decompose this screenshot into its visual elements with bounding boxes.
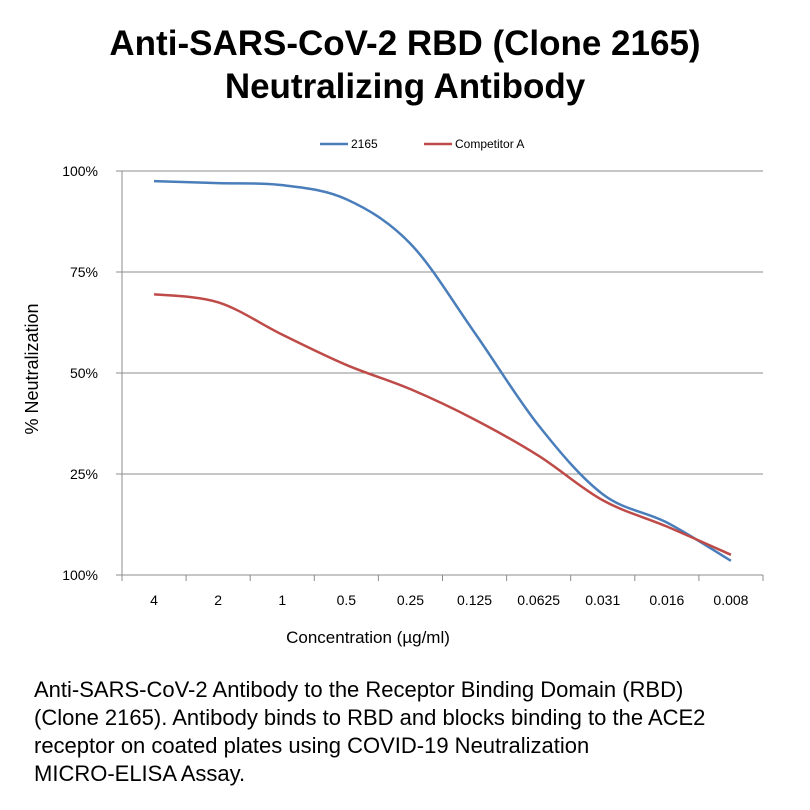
chart-ticks: 100% 25% 50% 75% 100% 4 2 1 0.5 0.25 0.125 0.0625 0.… — [62, 163, 764, 608]
y-tick-label: 50% — [70, 365, 98, 381]
x-tick-label: 0.031 — [585, 592, 620, 608]
caption-line-4: MICRO-ELISA Assay. — [34, 761, 246, 786]
y-tick-label: 100% — [62, 163, 98, 179]
x-tick-label: 0.008 — [713, 592, 748, 608]
legend-label: 2165 — [351, 137, 378, 151]
x-tick-label: 0.5 — [337, 592, 357, 608]
x-tick-label: 1 — [278, 592, 286, 608]
caption-line-2: (Clone 2165). Antibody binds to RBD and … — [34, 705, 706, 730]
x-axis-label: Concentration (µg/ml) — [286, 628, 450, 647]
y-tick-label: 75% — [70, 264, 98, 280]
x-tick-label: 4 — [150, 592, 158, 608]
caption-line-3: receptor on coated plates using COVID-19… — [34, 733, 590, 758]
legend-label: Competitor A — [455, 137, 524, 151]
x-tick-label: 0.25 — [397, 592, 424, 608]
line-chart: 2165 Competitor A 100% 25% 50% 75% 100% 4 2 1 0.5… — [22, 137, 764, 647]
caption-line-1: Anti-SARS-CoV-2 Antibody to the Receptor… — [34, 677, 684, 702]
y-tick-label: 25% — [70, 466, 98, 482]
figure-caption: Anti-SARS-CoV-2 Antibody to the Receptor… — [34, 676, 794, 788]
x-tick-label: 0.0625 — [517, 592, 560, 608]
chart-title-line-1: Anti-SARS-CoV-2 RBD (Clone 2165) — [109, 24, 701, 63]
chart-gridlines — [122, 170, 763, 475]
chart-title-line-2: Neutralizing Antibody — [224, 67, 586, 106]
x-tick-label: 0.125 — [457, 592, 492, 608]
chart-legend: 2165 Competitor A — [320, 137, 524, 151]
chart-title: Anti-SARS-CoV-2 RBD (Clone 2165) Neutral… — [0, 22, 810, 108]
series-line-competitor-a — [153, 292, 732, 556]
x-tick-label: 0.016 — [649, 592, 684, 608]
x-tick-label: 2 — [214, 592, 222, 608]
chart-series — [153, 179, 732, 562]
series-line-clone-2165 — [154, 179, 732, 562]
y-axis-label: % Neutralization — [22, 303, 42, 434]
y-tick-label: 100% — [62, 567, 98, 583]
